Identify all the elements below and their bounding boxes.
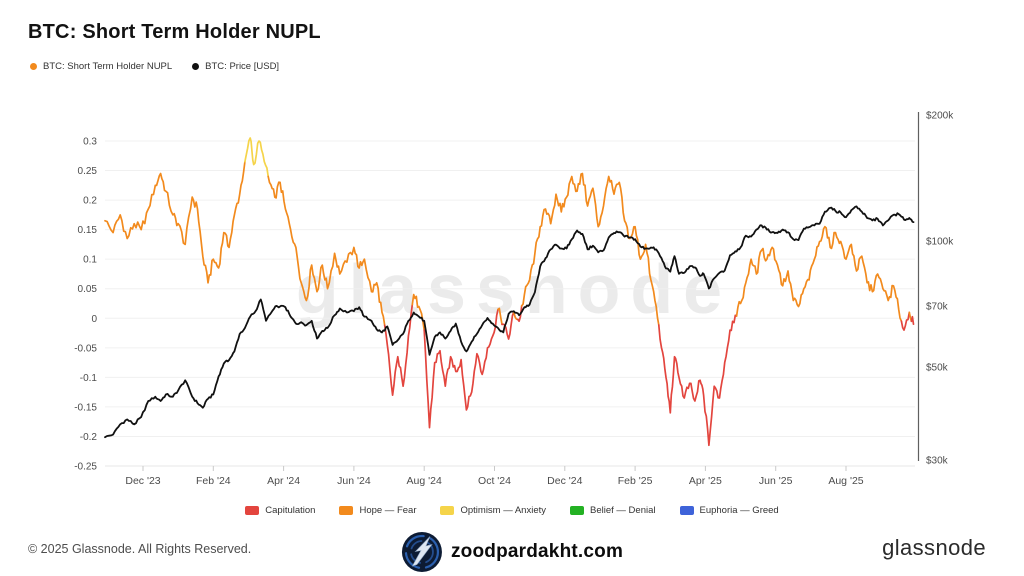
- y-axis-label-right: $70k: [926, 301, 949, 312]
- y-axis-label-left: 0: [91, 314, 97, 325]
- copyright-text: © 2025 Glassnode. All Rights Reserved.: [28, 542, 252, 556]
- nupl-line-segment: [735, 225, 903, 323]
- zone-legend-item-0[interactable]: Capitulation: [245, 505, 315, 516]
- zone-legend-label: Euphoria — Greed: [699, 505, 779, 516]
- y-axis-label-left: -0.05: [74, 343, 97, 354]
- nupl-line-segment: [497, 307, 503, 326]
- zone-legend-label: Capitulation: [265, 505, 316, 516]
- nupl-line-segment: [520, 172, 660, 326]
- zone-legend-item-1[interactable]: Hope — Fear: [339, 505, 416, 516]
- zone-legend-label: Hope — Fear: [359, 505, 417, 516]
- zone-legend-label: Optimism — Anxiety: [460, 505, 547, 516]
- series-legend-item-nupl[interactable]: BTC: Short Term Holder NUPL: [30, 61, 172, 72]
- x-axis-label: Jun '24: [337, 475, 371, 487]
- zone-swatch-icon: [339, 506, 354, 515]
- x-axis-label: Dec '24: [547, 475, 582, 487]
- y-axis-label-left: -0.2: [80, 432, 98, 443]
- nupl-line-segment: [910, 315, 915, 326]
- zone-legend-item-4[interactable]: Euphoria — Greed: [679, 505, 779, 516]
- zone-legend-item-3[interactable]: Belief — Denial: [570, 505, 656, 516]
- zone-legend: Capitulation Hope — Fear Optimism — Anxiet…: [0, 505, 1024, 516]
- zone-legend-label: Belief — Denial: [590, 505, 656, 516]
- y-axis-label-left: -0.15: [74, 402, 97, 413]
- site-branding: zoodpardakht.com: [401, 531, 623, 573]
- series-legend: BTC: Short Term Holder NUPL BTC: Price […: [30, 61, 279, 72]
- x-axis-label: Apr '25: [689, 475, 722, 487]
- y-axis-label-left: -0.25: [74, 462, 97, 473]
- zoodpardakht-logo-icon: [401, 532, 442, 572]
- zone-swatch-icon: [245, 506, 260, 515]
- site-name: zoodpardakht.com: [450, 541, 624, 562]
- x-axis-label: Feb '25: [618, 475, 653, 487]
- x-axis-label: Dec '23: [125, 475, 160, 487]
- x-axis-label: Aug '24: [407, 475, 442, 487]
- nupl-line-segment: [657, 314, 738, 447]
- nupl-line-segment: [267, 175, 386, 327]
- y-axis-label-left: -0.1: [80, 373, 98, 384]
- y-axis-label-right: $30k: [926, 456, 949, 467]
- zone-legend-item-2[interactable]: Optimism — Anxiety: [440, 505, 546, 516]
- zone-swatch-icon: [570, 506, 585, 515]
- x-axis-label: Apr '24: [267, 475, 300, 487]
- nupl-series-dot-icon: [30, 63, 37, 70]
- y-axis-label-left: 0.3: [83, 137, 97, 148]
- y-axis-label-left: 0.05: [78, 284, 98, 295]
- y-axis-label-left: 0.25: [78, 166, 98, 177]
- price-line: [104, 205, 915, 439]
- series-legend-label: BTC: Price [USD]: [205, 61, 280, 72]
- nupl-line-segment: [244, 137, 270, 178]
- y-axis-label-right: $200k: [926, 111, 954, 122]
- y-axis-label-left: 0.2: [83, 196, 97, 207]
- page-title: BTC: Short Term Holder NUPL: [28, 21, 321, 43]
- glassnode-wordmark: glassnode: [882, 535, 986, 560]
- x-axis-label: Feb '24: [196, 475, 231, 487]
- y-axis-label-left: 0.1: [83, 255, 97, 266]
- y-axis-label-left: 0.15: [78, 225, 98, 236]
- price-series-dot-icon: [192, 63, 200, 70]
- nupl-line-segment: [383, 303, 414, 396]
- nupl-line-segment: [501, 311, 515, 340]
- nupl-line-segment: [423, 308, 499, 429]
- zone-swatch-icon: [440, 506, 455, 515]
- x-axis-label: Jun '25: [759, 475, 793, 487]
- x-axis-label: Oct '24: [478, 475, 511, 487]
- y-axis-label-right: $50k: [926, 363, 949, 374]
- y-axis-label-right: $100k: [926, 237, 954, 248]
- nupl-line-segment: [104, 160, 246, 284]
- zone-swatch-icon: [679, 506, 694, 515]
- series-legend-item-price[interactable]: BTC: Price [USD]: [192, 61, 279, 72]
- nupl-line-segment: [900, 311, 911, 331]
- series-legend-label: BTC: Short Term Holder NUPL: [43, 61, 173, 72]
- x-axis-label: Aug '25: [828, 475, 863, 487]
